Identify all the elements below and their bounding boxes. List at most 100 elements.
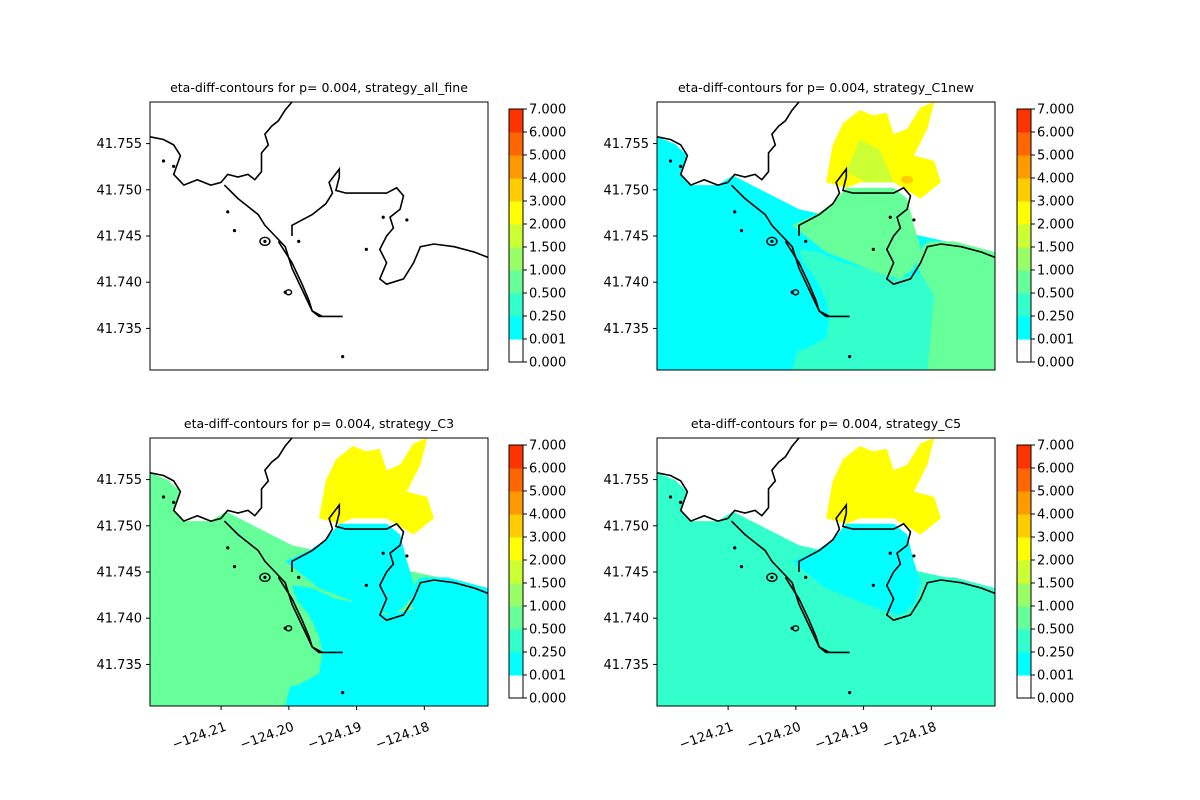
coastline-segment-2 <box>223 184 343 318</box>
island-outline <box>766 236 778 247</box>
panels: eta-diff-contours for p= 0.004, strategy… <box>97 80 1075 753</box>
island-marker <box>405 218 409 222</box>
island-marker <box>364 583 368 588</box>
colorbar-segment <box>1017 293 1031 317</box>
y-tick-label: 41.750 <box>604 183 650 198</box>
island-marker <box>226 210 230 214</box>
colorbar-frame <box>508 444 524 699</box>
west-fill <box>150 472 323 706</box>
y-tick-label: 41.750 <box>97 183 143 198</box>
orange-spot <box>901 175 914 184</box>
y-tick-label: 41.735 <box>604 658 650 673</box>
colorbar-segment <box>1017 224 1031 248</box>
colorbar-tick-label: 0.250 <box>529 646 566 661</box>
colorbar-segment <box>1017 675 1031 699</box>
island-marker <box>226 546 230 550</box>
panel-3: eta-diff-contours for p= 0.004, strategy… <box>97 416 567 753</box>
panel-1: eta-diff-contours for p= 0.004, strategy… <box>97 80 566 371</box>
colorbar-tick-label: 2.000 <box>1037 554 1074 569</box>
colorbar-tick-label: 2.000 <box>529 218 566 233</box>
inner-harbor-fill <box>846 555 908 589</box>
coastline-segment-3 <box>798 502 995 622</box>
colorbar-tick-label: 5.000 <box>1037 485 1074 500</box>
colorbar-segment <box>509 606 523 630</box>
south-fill <box>792 249 935 370</box>
colorbar-tick-label: 3.000 <box>1037 531 1074 546</box>
colorbar-tick-label: 0.000 <box>529 356 566 371</box>
colorbar-tick-label: 2.000 <box>529 554 566 569</box>
colorbar-segment <box>509 109 523 133</box>
island-marker <box>679 164 683 168</box>
colorbar: 0.000 0.001 0.250 0.500 1.000 1.500 2.000 3.000… <box>508 103 566 371</box>
colorbar-tick-label: 6.000 <box>1037 462 1074 477</box>
colorbar-segment <box>1017 629 1031 653</box>
island-marker <box>381 551 385 555</box>
coastline-segment-1 <box>657 438 800 523</box>
colorbar-tick-label: 1.500 <box>529 577 566 592</box>
colorbar-tick-label: 0.500 <box>1037 287 1074 302</box>
y-tick-label: 41.750 <box>97 519 143 534</box>
island-marker <box>739 229 744 233</box>
colorbar-segment <box>509 514 523 538</box>
colorbar-segment <box>509 201 523 225</box>
island-marker <box>912 218 916 222</box>
east-fill <box>913 577 995 706</box>
colorbar-segment <box>509 293 523 317</box>
coastline-segment-4 <box>784 240 830 318</box>
colorbar-segment <box>1017 606 1031 630</box>
colorbar-tick-label: 5.000 <box>1037 149 1074 164</box>
y-tick-label: 41.745 <box>604 230 650 245</box>
colorbar-tick-label: 1.000 <box>529 600 566 615</box>
coastline-segment-2 <box>730 184 850 318</box>
colorbar-segment <box>509 178 523 202</box>
coastline-segment-4 <box>277 576 323 654</box>
colorbar-tick-label: 4.000 <box>529 172 566 187</box>
east-fill <box>406 577 488 706</box>
colorbar-segment <box>1017 316 1031 340</box>
colorbar-tick-label: 0.001 <box>1037 669 1074 684</box>
colorbar-segment <box>1017 178 1031 202</box>
panel-title: eta-diff-contours for p= 0.004, strategy… <box>184 416 454 431</box>
panel-4: eta-diff-contours for p= 0.004, strategy… <box>604 416 1075 753</box>
island-outline <box>284 625 293 632</box>
colorbar-segment <box>1017 339 1031 363</box>
colorbar-tick-label: 1.000 <box>1037 264 1074 279</box>
colorbar-tick-label: 1.500 <box>529 241 566 256</box>
inner-harbor-fill <box>339 555 401 589</box>
island-marker <box>161 159 166 163</box>
onshore-green-fill <box>846 139 894 183</box>
colorbar-tick-label: 0.000 <box>529 692 566 707</box>
coastline-segment-1 <box>150 438 293 523</box>
colorbar-tick-label: 3.000 <box>1037 195 1074 210</box>
east-fill <box>913 241 995 370</box>
onshore-yellow-fill <box>826 438 941 535</box>
colorbar-tick-label: 1.500 <box>1037 241 1074 256</box>
colorbar: 0.000 0.001 0.250 0.500 1.000 1.500 2.000 3.000… <box>1016 103 1074 371</box>
colorbar-segment <box>509 316 523 340</box>
coastline <box>150 102 488 318</box>
y-tick-label: 41.740 <box>604 612 650 627</box>
colorbar-tick-label: 5.000 <box>529 485 566 500</box>
y-tick-label: 41.740 <box>604 276 650 291</box>
colorbar-tick-label: 6.000 <box>1037 126 1074 141</box>
island-marker <box>871 247 875 251</box>
island-outline <box>791 289 800 296</box>
island-outline <box>284 289 293 296</box>
colorbar-segment <box>509 583 523 607</box>
island-marker <box>172 500 176 504</box>
island-marker <box>232 565 237 569</box>
island-marker <box>232 229 237 233</box>
colorbar-segment <box>509 132 523 156</box>
colorbar-segment <box>509 537 523 561</box>
coastline-segment-2 <box>730 520 850 654</box>
island-marker <box>263 575 267 579</box>
island-marker <box>871 583 875 588</box>
island-marker <box>804 239 808 243</box>
colorbar-segment <box>1017 514 1031 538</box>
coastline-segment-1 <box>150 102 293 187</box>
colorbar-segment <box>1017 247 1031 271</box>
colorbar-tick-label: 4.000 <box>1037 508 1074 523</box>
colorbar-segment <box>1017 270 1031 294</box>
panel-title: eta-diff-contours for p= 0.004, strategy… <box>170 80 468 95</box>
